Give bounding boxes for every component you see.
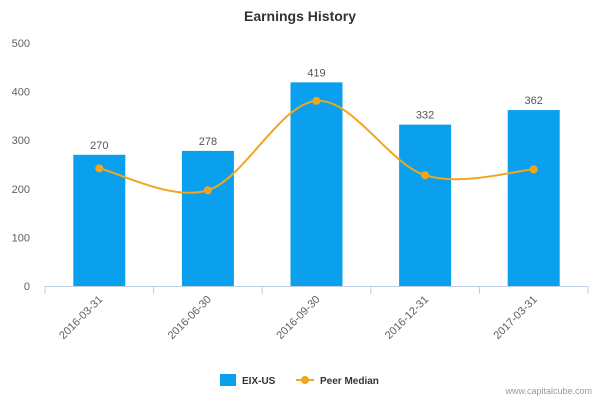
peer-median-marker[interactable]	[203, 186, 212, 195]
bar[interactable]	[73, 154, 126, 286]
bar-data-label: 362	[525, 95, 543, 107]
y-tick-label: 400	[12, 87, 30, 99]
bar-series	[73, 82, 560, 287]
bar[interactable]	[507, 110, 560, 287]
x-tick-label: 2016-03-31	[57, 294, 105, 342]
bar-data-label: 332	[416, 110, 434, 122]
bar-data-label: 419	[307, 67, 325, 79]
peer-median-marker[interactable]	[95, 164, 104, 173]
x-tick-label: 2016-06-30	[166, 294, 214, 342]
line-series	[95, 96, 538, 195]
peer-median-marker[interactable]	[312, 96, 321, 105]
peer-median-marker[interactable]	[421, 171, 430, 180]
bar-data-label: 278	[199, 136, 217, 148]
legend-label-eix: EIX-US	[242, 376, 276, 387]
watermark: www.capitalcube.com	[504, 386, 592, 396]
bar-data-labels: 270 278 419 332 362	[90, 67, 543, 151]
y-tick-label: 0	[24, 281, 30, 293]
chart-title: Earnings History	[244, 8, 356, 24]
peer-median-marker[interactable]	[529, 165, 538, 174]
y-axis: 0 100 200 300 400 500	[12, 38, 30, 293]
bar[interactable]	[399, 124, 452, 286]
legend[interactable]: EIX-US Peer Median	[220, 374, 379, 387]
y-tick-label: 200	[12, 184, 30, 196]
legend-label-peer: Peer Median	[320, 376, 379, 387]
x-tick-label: 2017-03-31	[492, 294, 540, 342]
y-tick-label: 100	[12, 232, 30, 244]
legend-item-peer-median[interactable]: Peer Median	[296, 376, 379, 387]
x-tick-label: 2016-09-30	[274, 294, 322, 342]
bar[interactable]	[290, 82, 343, 286]
legend-swatch-eix	[220, 374, 236, 386]
x-axis: 2016-03-31 2016-06-30 2016-09-30 2016-12-31…	[44, 286, 589, 342]
bar[interactable]	[181, 150, 234, 286]
y-tick-label: 500	[12, 38, 30, 50]
bar-data-label: 270	[90, 140, 108, 152]
legend-marker-peer	[301, 376, 309, 384]
y-tick-label: 300	[12, 135, 30, 147]
legend-item-eix[interactable]: EIX-US	[220, 374, 276, 387]
x-tick-label: 2016-12-31	[383, 294, 431, 342]
